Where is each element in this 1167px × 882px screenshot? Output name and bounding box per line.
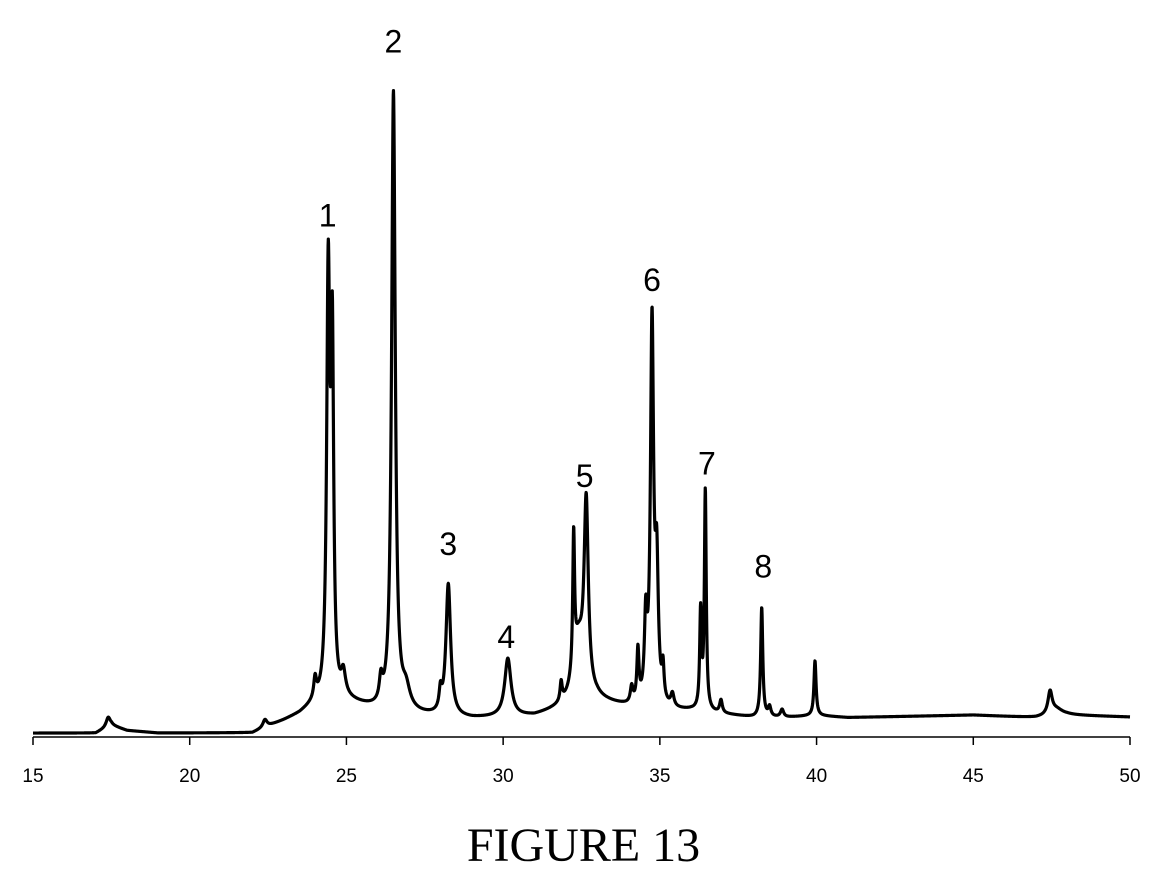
- x-axis: 15 20 25 30 35 40 45 50: [22, 736, 1141, 787]
- peak-label-1: 1: [319, 197, 337, 233]
- peak-labels: 1 2 3 4 5 6 7 8: [319, 23, 772, 655]
- peak-label-8: 8: [754, 548, 772, 584]
- peak-label-3: 3: [439, 526, 457, 562]
- x-tick-label: 40: [806, 766, 827, 787]
- x-tick-label: 50: [1119, 766, 1140, 787]
- x-tick-label: 35: [649, 766, 670, 787]
- peak-label-2: 2: [385, 23, 403, 59]
- figure-caption: FIGURE 13: [466, 819, 701, 872]
- x-tick-label: 25: [336, 766, 357, 787]
- xrd-trace: [31, 89, 1132, 735]
- x-tick-label: 45: [963, 766, 984, 787]
- peak-label-5: 5: [576, 458, 594, 494]
- peak-label-7: 7: [698, 445, 716, 481]
- peak-label-6: 6: [643, 262, 661, 298]
- peak-label-4: 4: [497, 619, 515, 655]
- trace-layer: [31, 89, 1132, 735]
- x-tick-label: 20: [179, 766, 200, 787]
- x-tick-label: 15: [22, 766, 43, 787]
- x-tick-label: 30: [493, 766, 514, 787]
